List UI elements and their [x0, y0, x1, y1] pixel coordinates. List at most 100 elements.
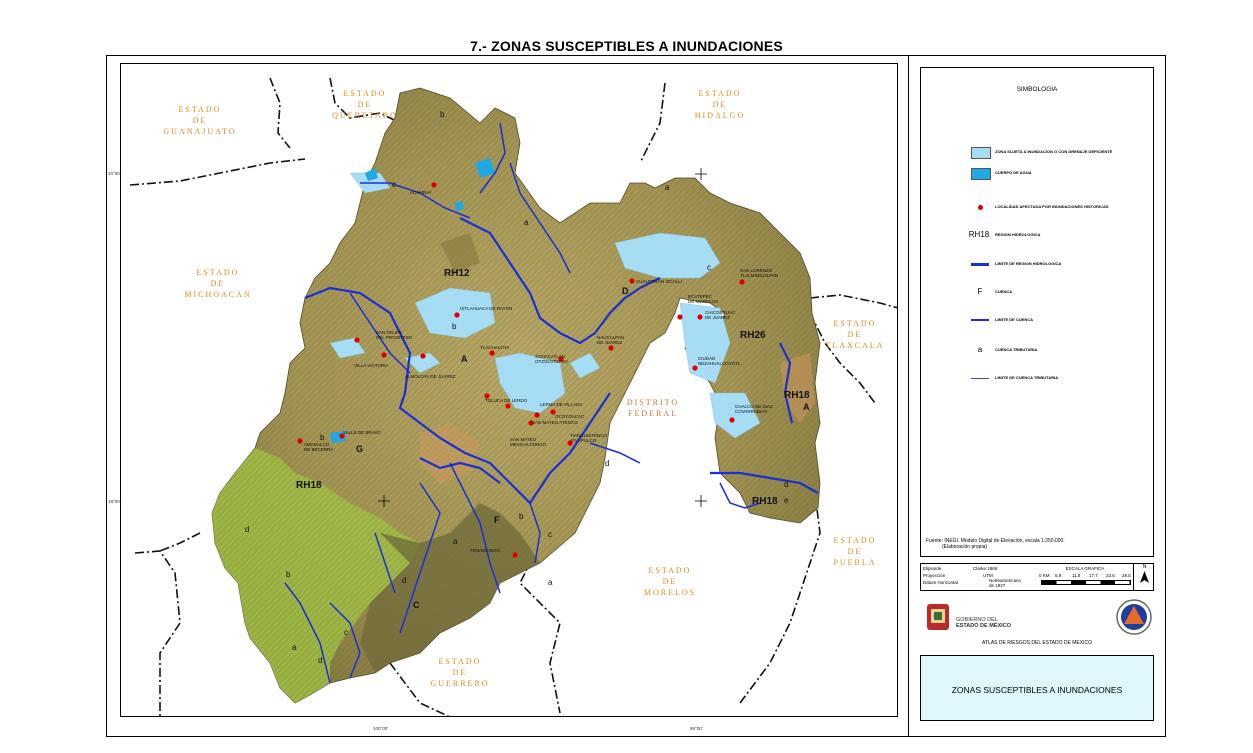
legend-item-subbasin: a CUENCA TRIBUTARIA — [921, 344, 1153, 358]
locality-label: NAUCALPAN DE JUAREZ — [597, 335, 625, 345]
flood-zones — [329, 172, 761, 439]
legend-item-locality: LOCALIDAD AFECTADA POR INUNDACIONES HIST… — [921, 201, 1153, 215]
page-title: 7.- ZONAS SUSCEPTIBLES A INUNDACIONES — [470, 38, 783, 54]
ellipsoid-value: Clarke 1866 — [973, 566, 998, 571]
state-label-tlaxcala: ESTADO DE TLAXCALA — [825, 319, 885, 350]
basin-label-g: G — [356, 444, 364, 454]
subbasin-label: c — [707, 263, 711, 272]
legend-item-subbasin-limit: LIMITE DE CUENCA TRIBUTARIA — [921, 372, 1153, 386]
state-seal-icon — [926, 603, 950, 631]
subbasin-label: d — [245, 525, 250, 534]
projection-label: Proyección — [923, 573, 946, 578]
locality-label: VILLA VICTORIA — [354, 363, 389, 368]
basin-label-a-east: A — [803, 402, 810, 412]
logos-area: GOBIERNO DEL ESTADO DE MÉXICO — [920, 597, 1154, 649]
map-canvas[interactable] — [120, 63, 898, 717]
region-label-rh12: RH12 — [444, 268, 470, 279]
state-label-hidalgo: ESTADO DE HIDALGO — [694, 89, 746, 120]
locality-label: SAN MATEO MEXICALTZINGO — [510, 437, 547, 447]
subbasin-label: c — [548, 530, 552, 539]
region-label-rh26: RH26 — [740, 330, 766, 341]
locality-label: TLACHALOYA — [480, 345, 510, 350]
locality-label: SAN MATEO ATENCO — [532, 420, 578, 425]
scale-tick: 29.5 — [1122, 573, 1131, 578]
subbasin-label: b — [440, 110, 445, 119]
legend-item-region-limit: LIMITE DE REGION HIDROLOGICA — [921, 258, 1153, 272]
locality-label: AMANALCO DE BECERRA — [304, 442, 334, 452]
locality-label: ECATEPEC DE MORELOS — [688, 294, 719, 304]
scale-tick: 17.7 — [1089, 573, 1098, 578]
locality-label: ACAMBAY — [410, 190, 432, 195]
locality-label: OCOYOACAC — [555, 414, 585, 419]
region-label-rh18-west: RH18 — [296, 480, 322, 491]
scale-tick: 0 KM. — [1039, 573, 1051, 578]
subbasin-label: a — [524, 218, 529, 227]
basin-limits — [284, 122, 761, 684]
atlas-caption: ATLAS DE RIESGOS DEL ESTADO DE MEXICO — [982, 640, 1092, 646]
panel-divider — [908, 56, 909, 736]
scale-tick: 11.8 — [1072, 573, 1081, 578]
subbasin-label: d — [402, 576, 407, 585]
subbasin-label: b — [320, 433, 325, 442]
basin-label-c: C — [413, 600, 420, 610]
locality-label: CHICONCUAC DE JUAREZ — [705, 310, 736, 320]
subbasin-label: d — [784, 480, 789, 489]
red-dot-icon — [971, 202, 989, 212]
locality-label: TIANGUISTENCO ATLAPULCO — [570, 433, 608, 443]
subbasin-label: c — [392, 180, 396, 189]
subbasin-label: b — [286, 570, 291, 579]
locality-label: CIUDAD NEZAHUALCOYOTL — [698, 356, 741, 366]
locality-label: TENANCINGO — [470, 548, 501, 553]
government-logo-text: GOBIERNO DEL ESTADO DE MÉXICO — [956, 617, 1011, 629]
graticule-crosses — [378, 168, 707, 507]
state-label-queretaro: ESTADO DE QUERETARO — [332, 89, 398, 120]
scale-tick: 5.9 — [1055, 573, 1062, 578]
subbasin-label: c — [344, 628, 348, 637]
scale-bar — [1041, 580, 1131, 585]
legend-item-region: RH18 REGION HIDROLOGICA — [921, 229, 1153, 243]
state-label-puebla: ESTADO DE PUEBLA — [833, 536, 877, 567]
subbasin-label: a — [453, 537, 458, 546]
north-arrow-icon: N — [1133, 564, 1155, 590]
ellipsoid-label: Elipsoide — [923, 566, 942, 571]
subbasin-label: a — [665, 183, 670, 192]
state-label-michoacan: ESTADO DE MICHOACAN — [184, 268, 252, 299]
medium-line-icon — [971, 315, 989, 325]
latitude-label: 20°00' — [108, 171, 121, 176]
thin-line-icon — [971, 373, 989, 383]
water-bodies — [330, 158, 495, 443]
flood-zone-swatch — [971, 147, 991, 159]
subbasin-label: d — [605, 459, 610, 468]
region-label-rh18-south: RH18 — [752, 496, 778, 507]
legend-item-basin-limit: LIMITE DE CUENCA — [921, 314, 1153, 328]
basin-label-d: D — [622, 286, 629, 296]
subbasin-label: e — [784, 496, 789, 505]
locality-label: XONACATLAN OTZOLOTEPEC — [535, 354, 569, 364]
locality-label: CHALCO DE DIAZ COVARRUBIAS — [735, 404, 773, 414]
legend-item-flood-zone: ZONA SUJETA A INUNDACION O CON DRENAJE D… — [921, 146, 1153, 160]
source-note: Fuente: INEGI. Modelo Digital de Elevaci… — [926, 538, 1065, 550]
subbasin-label: b — [452, 322, 457, 331]
basin-label-a: A — [461, 354, 468, 364]
state-label-morelos: ESTADO DE MORELOS — [643, 566, 697, 597]
legend-item-basin: F CUENCA — [921, 286, 1153, 300]
legend-item-water: CUERPO DE AGUA — [921, 167, 1153, 181]
scale-tick: 23.6 — [1106, 573, 1115, 578]
subbasin-label: a — [292, 643, 297, 652]
subbasin-label: a — [548, 578, 553, 587]
map-metadata: Elipsoide Clarke 1866 Proyección UTM Dat… — [920, 563, 1154, 591]
datum-label: Datum Horizontal — [923, 580, 958, 585]
locality-dots[interactable] — [297, 182, 745, 558]
water-swatch — [971, 168, 991, 180]
locality-label: VALLE DE BRAVO — [343, 430, 381, 435]
region-limits — [304, 217, 819, 505]
locality-label: SAN FELIPE DEL PROGRESO — [376, 330, 412, 340]
locality-label: SAN LORENZO TLALMIMILOLPAN — [740, 268, 779, 278]
locality-label: LERMA DE VILLADA — [540, 402, 583, 407]
locality-label: IXTLAHUACA DE RAYON — [460, 306, 513, 311]
latitude-label: 19°00' — [108, 499, 121, 504]
region-label-rh18-east: RH18 — [784, 390, 810, 401]
map-title-box: ZONAS SUSCEPTIBLES A INUNDACIONES — [920, 655, 1154, 721]
map-title-text: ZONAS SUSCEPTIBLES A INUNDACIONES — [951, 685, 1123, 695]
subbasin-label: d — [318, 656, 323, 665]
